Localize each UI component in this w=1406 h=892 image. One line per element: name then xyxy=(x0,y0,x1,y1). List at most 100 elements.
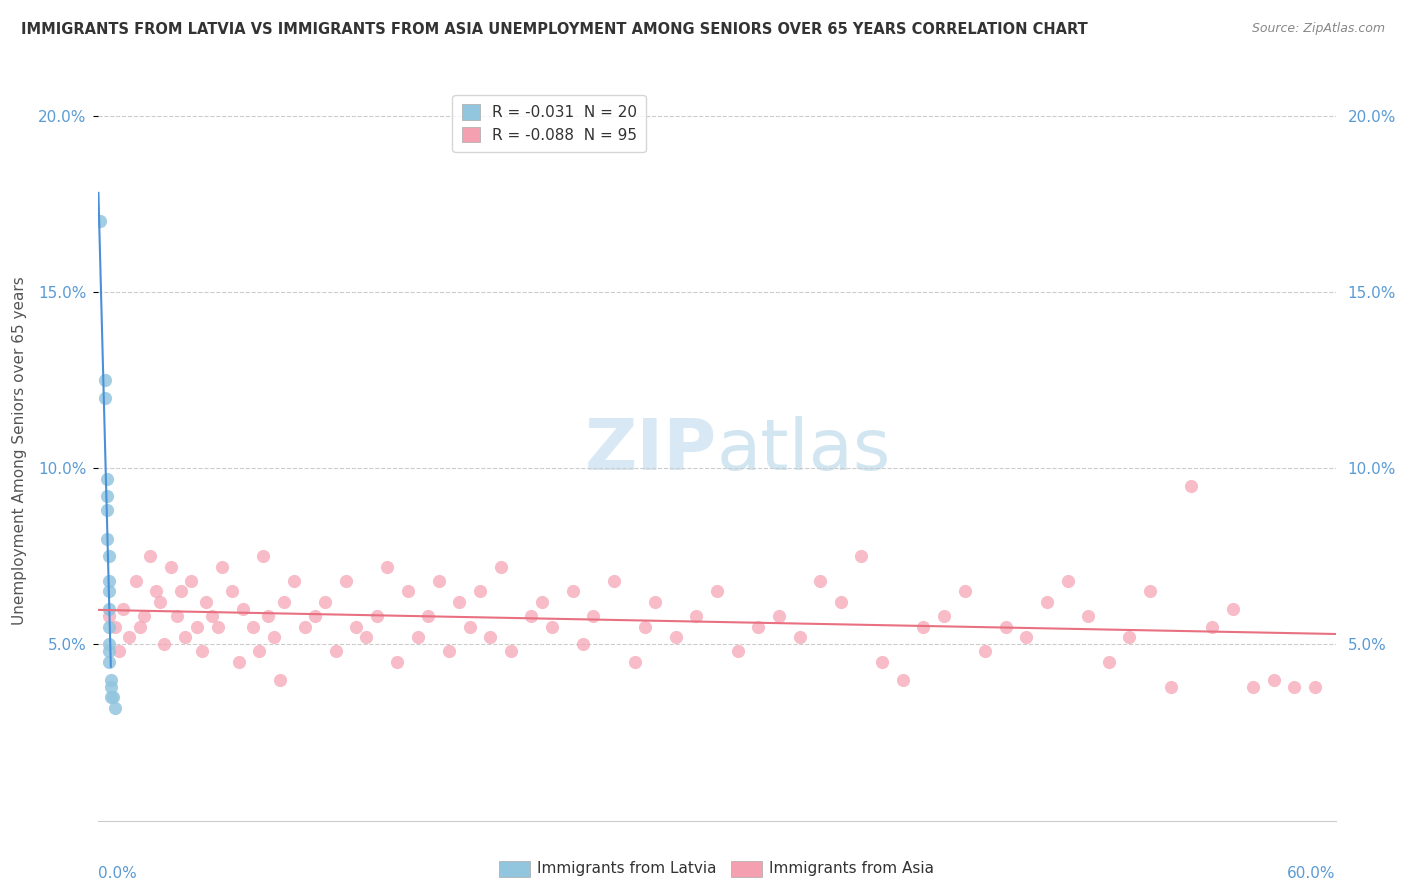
Point xyxy=(190,644,212,658)
Point xyxy=(201,609,224,624)
Point xyxy=(314,595,336,609)
Point xyxy=(93,391,115,405)
Point xyxy=(97,637,120,651)
Point xyxy=(406,630,429,644)
Point xyxy=(1160,680,1182,694)
Point xyxy=(194,595,217,609)
Point xyxy=(273,595,295,609)
Point xyxy=(269,673,291,687)
Point xyxy=(304,609,326,624)
Point xyxy=(100,690,122,705)
Point xyxy=(207,620,229,634)
Text: 0.0%: 0.0% xyxy=(98,866,138,881)
Point xyxy=(174,630,197,644)
Point xyxy=(1201,620,1223,634)
Point xyxy=(252,549,274,564)
Point xyxy=(458,620,481,634)
Text: atlas: atlas xyxy=(717,416,891,485)
Point xyxy=(665,630,688,644)
Point xyxy=(685,609,707,624)
Point xyxy=(912,620,935,634)
Point xyxy=(294,620,316,634)
Point xyxy=(242,620,264,634)
Point xyxy=(808,574,831,588)
Point xyxy=(1180,479,1202,493)
Point xyxy=(1241,680,1264,694)
Point xyxy=(1118,630,1140,644)
Text: 60.0%: 60.0% xyxy=(1288,866,1336,881)
Point xyxy=(623,655,645,669)
Point xyxy=(97,602,120,616)
Point xyxy=(932,609,955,624)
Point xyxy=(104,701,127,715)
Point xyxy=(953,584,976,599)
Point xyxy=(128,620,150,634)
Point xyxy=(1222,602,1244,616)
Point xyxy=(228,655,250,669)
Point xyxy=(256,609,278,624)
Point xyxy=(97,620,120,634)
Point xyxy=(468,584,491,599)
Point xyxy=(325,644,347,658)
Point xyxy=(335,574,357,588)
Point xyxy=(437,644,460,658)
Point xyxy=(520,609,543,624)
Point xyxy=(1263,673,1285,687)
Point xyxy=(427,574,450,588)
Point xyxy=(870,655,893,669)
Point xyxy=(375,559,398,574)
Point xyxy=(159,559,181,574)
Point xyxy=(93,373,115,387)
Point xyxy=(851,549,873,564)
Point xyxy=(108,644,131,658)
Point xyxy=(396,584,419,599)
Point xyxy=(96,472,118,486)
Point xyxy=(418,609,440,624)
Point xyxy=(1077,609,1099,624)
Point xyxy=(97,644,120,658)
Point xyxy=(112,602,135,616)
Point xyxy=(132,609,155,624)
Point xyxy=(149,595,172,609)
Point xyxy=(186,620,208,634)
Point xyxy=(100,673,122,687)
Point xyxy=(96,503,118,517)
Point xyxy=(489,559,512,574)
Point xyxy=(101,690,124,705)
Point xyxy=(1098,655,1121,669)
Point xyxy=(180,574,202,588)
Point xyxy=(1303,680,1326,694)
Point xyxy=(283,574,305,588)
Point xyxy=(1139,584,1161,599)
Point xyxy=(344,620,367,634)
Point xyxy=(994,620,1017,634)
Point xyxy=(572,637,595,651)
Point xyxy=(97,584,120,599)
Point xyxy=(139,549,162,564)
Point xyxy=(97,655,120,669)
Point xyxy=(118,630,141,644)
Legend: R = -0.031  N = 20, R = -0.088  N = 95: R = -0.031 N = 20, R = -0.088 N = 95 xyxy=(453,95,647,152)
Point xyxy=(561,584,583,599)
Text: Immigrants from Asia: Immigrants from Asia xyxy=(769,862,934,876)
Text: Source: ZipAtlas.com: Source: ZipAtlas.com xyxy=(1251,22,1385,36)
Point xyxy=(479,630,502,644)
Point xyxy=(891,673,914,687)
Point xyxy=(170,584,193,599)
Point xyxy=(366,609,388,624)
Point xyxy=(830,595,852,609)
Point xyxy=(247,644,270,658)
Point xyxy=(263,630,285,644)
Point xyxy=(100,680,122,694)
Point xyxy=(530,595,553,609)
Point xyxy=(1284,680,1306,694)
Point xyxy=(541,620,564,634)
Point xyxy=(644,595,666,609)
Point xyxy=(768,609,790,624)
Point xyxy=(387,655,409,669)
Text: ZIP: ZIP xyxy=(585,416,717,485)
Point xyxy=(747,620,769,634)
Point xyxy=(96,532,118,546)
Point xyxy=(232,602,254,616)
Point xyxy=(1056,574,1078,588)
